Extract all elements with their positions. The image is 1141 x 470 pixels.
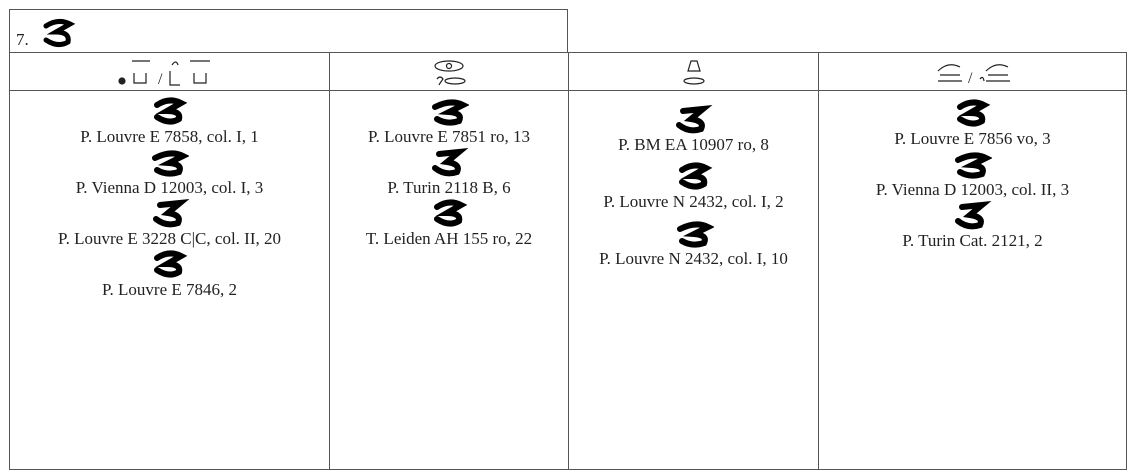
source-label: T. Leiden AH 155 ro, 22 xyxy=(365,229,533,248)
column-header: / xyxy=(818,52,1127,91)
source-label: P. Louvre E 7846, 2 xyxy=(101,280,238,299)
source-label: P. Louvre N 2432, col. I, 2 xyxy=(603,192,784,211)
column-header xyxy=(568,52,819,91)
glyph xyxy=(154,250,188,278)
source-label: P. Louvre N 2432, col. I, 10 xyxy=(599,249,788,268)
glyph xyxy=(955,152,993,179)
glyph xyxy=(152,150,190,177)
entry: P. Louvre N 2432, col. I, 2 xyxy=(603,162,784,219)
entry: P. Vienna D 12003, col. I, 3 xyxy=(75,148,264,199)
entry: P. Louvre E 3228 C|C, col. II, 20 xyxy=(58,199,281,250)
glyph xyxy=(676,221,714,248)
section-title: 7. xyxy=(9,9,568,53)
glyph xyxy=(154,97,188,125)
glyph xyxy=(433,199,468,227)
hieroglyph xyxy=(682,60,705,85)
section-number: 7. xyxy=(16,30,29,49)
source-label: P. Louvre E 7856 vo, 3 xyxy=(894,129,1051,148)
svg-text:/: / xyxy=(968,70,973,87)
source-label: P. Louvre E 3228 C|C, col. II, 20 xyxy=(58,229,281,248)
column: P. Louvre E 7858, col. I, 1 P. Vienna D 1… xyxy=(9,90,330,470)
hieroglyph: / xyxy=(937,64,1010,87)
glyph xyxy=(432,148,469,177)
column-header: / xyxy=(9,52,330,91)
column: P. BM EA 10907 ro, 8 P. Louvre N 2432, co… xyxy=(568,90,819,470)
glyph xyxy=(957,99,991,127)
entry: P. Louvre N 2432, col. I, 10 xyxy=(599,219,788,276)
entry: P. BM EA 10907 ro, 8 xyxy=(618,105,769,162)
source-label: P. Vienna D 12003, col. II, 3 xyxy=(875,180,1070,199)
hieroglyph: / xyxy=(117,60,210,88)
column: P. Louvre E 7856 vo, 3 P. Vienna D 12003,… xyxy=(818,90,1127,470)
glyph xyxy=(955,201,992,230)
column-header xyxy=(329,52,569,91)
svg-text:/: / xyxy=(158,71,163,88)
entry: P. Louvre E 7846, 2 xyxy=(102,250,237,301)
source-label: P. Louvre E 7858, col. I, 1 xyxy=(80,127,259,146)
glyph xyxy=(43,18,76,48)
entry: P. Louvre E 7851 ro, 13 xyxy=(368,97,530,148)
glyph xyxy=(152,199,189,228)
hieroglyph xyxy=(434,60,466,86)
entry: P. Vienna D 12003, col. II, 3 xyxy=(876,150,1069,201)
source-label: P. Turin 2118 B, 6 xyxy=(387,178,511,197)
glyph xyxy=(676,105,713,134)
entry: P. Turin Cat. 2121, 2 xyxy=(902,201,1043,252)
source-label: P. Louvre E 7851 ro, 13 xyxy=(368,127,530,146)
source-label: P. Turin Cat. 2121, 2 xyxy=(902,231,1043,250)
glyph xyxy=(432,99,469,126)
source-label: P. BM EA 10907 ro, 8 xyxy=(618,135,769,154)
glyph xyxy=(678,162,712,190)
source-label: P. Vienna D 12003, col. I, 3 xyxy=(75,178,264,197)
entry: P. Turin 2118 B, 6 xyxy=(387,148,511,199)
entry: P. Louvre E 7856 vo, 3 xyxy=(894,99,1051,150)
entry: P. Louvre E 7858, col. I, 1 xyxy=(80,97,259,148)
column: P. Louvre E 7851 ro, 13 P. Turin 2118 B, … xyxy=(329,90,569,470)
entry: T. Leiden AH 155 ro, 22 xyxy=(366,199,532,250)
